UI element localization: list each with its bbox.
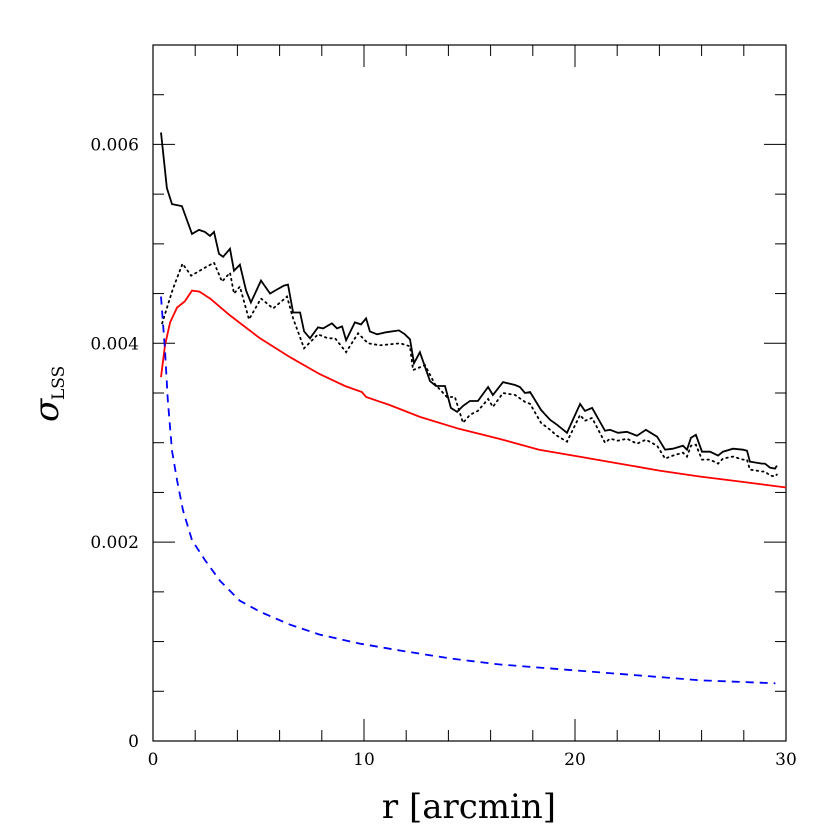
x-tick-label: 20 xyxy=(564,750,586,770)
plot-frame xyxy=(152,44,787,742)
series-group xyxy=(160,132,787,685)
series-line-dashed-3 xyxy=(160,296,776,685)
y-axis-label-subscript: LSS xyxy=(49,366,69,400)
x-tick-label: 30 xyxy=(775,750,797,770)
series-line-dotted-1 xyxy=(161,261,778,478)
tick-labels: 0 10 20 30 0 0.002 0.004 0.006 xyxy=(90,135,796,770)
y-axis-label: σ LSS xyxy=(27,366,69,422)
y-tick-label: 0.002 xyxy=(90,533,139,553)
axis-ticks xyxy=(152,44,787,742)
y-tick-label: 0.004 xyxy=(90,334,139,354)
series-line-solid-0 xyxy=(160,132,778,470)
x-axis-label: r [arcmin] xyxy=(382,787,556,827)
y-tick-label: 0 xyxy=(128,732,139,752)
x-tick-label: 0 xyxy=(148,750,159,770)
series-line-solid-2 xyxy=(160,289,787,489)
y-tick-label: 0.006 xyxy=(90,135,139,155)
x-tick-label: 10 xyxy=(353,750,375,770)
y-axis-label-symbol: σ xyxy=(27,398,67,422)
